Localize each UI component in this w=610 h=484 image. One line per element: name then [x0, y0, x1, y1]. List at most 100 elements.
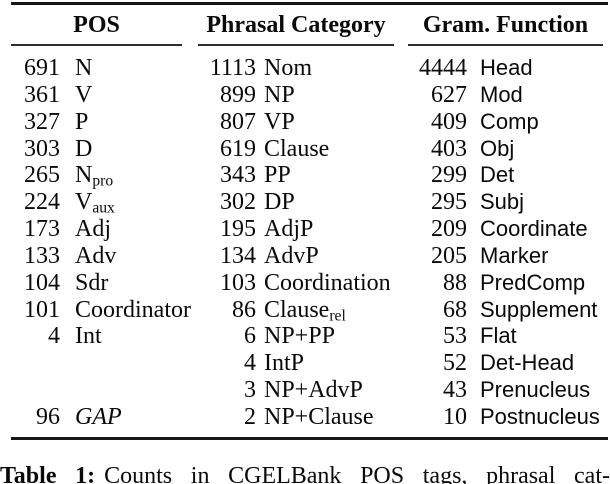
tag-label-cell: Coordinator: [75, 296, 191, 323]
count-cell: 209: [431, 216, 467, 243]
tag-label-cell: Head: [480, 55, 533, 80]
count-cell: 43: [443, 377, 467, 404]
count-cell: 133: [24, 242, 60, 269]
table-caption: Table 1: Counts in CGELBank POS tags, phr…: [0, 462, 610, 484]
tag-label-cell: P: [75, 108, 89, 135]
tag-label-cell: Marker: [480, 242, 549, 268]
table-row: 68 Supplement: [408, 297, 600, 324]
table-row: 224 Vaux: [11, 189, 191, 216]
tag-label-cell: Coordination: [264, 269, 391, 296]
table-row: 205 Marker: [408, 243, 600, 270]
table-row: 2 NP+Clause: [198, 404, 391, 431]
count-cell: 103: [220, 269, 256, 296]
count-cell: 265: [24, 162, 60, 189]
tag-label-cell: NP+Clause: [264, 403, 374, 430]
count-cell: 807: [220, 108, 256, 135]
count-cell: 3: [244, 377, 256, 404]
tag-label-cell: V: [75, 81, 93, 108]
count-cell: 104: [24, 269, 60, 296]
count-cell: 205: [431, 242, 467, 269]
tag-label-cell: N: [75, 55, 93, 81]
table-row: [11, 377, 191, 404]
header-underline-pos: [11, 44, 182, 46]
subscript-text: pro: [92, 172, 114, 190]
column-header-gram-function: Gram. Function: [422, 12, 589, 38]
tag-label-cell: Vaux: [75, 189, 115, 217]
table-row: 409 Comp: [408, 109, 600, 136]
table-row: 101 Coordinator: [11, 297, 191, 324]
table-row: 43 Prenucleus: [408, 377, 600, 404]
tag-label-cell: Clause: [264, 135, 330, 162]
tag-label-cell: PP: [264, 162, 291, 189]
subscript-text: aux: [92, 199, 115, 217]
table-row: 88 PredComp: [408, 270, 600, 297]
tag-label-cell: Int: [75, 323, 102, 350]
tag-label-cell: Mod: [480, 81, 523, 107]
count-cell: 2: [244, 403, 256, 430]
table-row: 52 Det-Head: [408, 350, 600, 377]
tag-label-cell: Supplement: [480, 296, 598, 322]
table-row: 343 PP: [198, 162, 391, 189]
tag-label-cell: Comp: [480, 108, 539, 134]
table-row: 627 Mod: [408, 82, 600, 109]
table-row: 6 NP+PP: [198, 323, 391, 350]
tag-label-cell: Npro: [75, 162, 114, 190]
tag-label-cell: NP+AdvP: [264, 377, 363, 404]
count-cell: 899: [220, 81, 256, 108]
count-cell: 96: [36, 403, 60, 430]
tag-label-cell: Prenucleus: [480, 377, 591, 403]
tag-label-cell: Obj: [480, 135, 515, 161]
count-cell: 299: [431, 162, 467, 189]
table-row: 361 V: [11, 82, 191, 109]
table-top-rule: [11, 2, 608, 5]
caption-label: Table 1:: [0, 463, 96, 484]
tag-label-cell: Postnucleus: [480, 403, 600, 429]
table-bottom-rule: [11, 437, 608, 440]
tag-label-cell: DP: [264, 189, 295, 216]
table-row: 4 Int: [11, 323, 191, 350]
table-row: 899 NP: [198, 82, 391, 109]
count-cell: 361: [24, 81, 60, 108]
table-column-gram-function: 4444 Head 627 Mod 409 Comp 403 Obj 299 D…: [408, 55, 600, 431]
header-underline-gram-function: [408, 44, 603, 46]
count-cell: 6: [244, 323, 256, 350]
count-cell: 195: [220, 216, 256, 243]
count-cell: [11, 350, 60, 377]
count-cell: [11, 377, 60, 404]
table-row: 103 Coordination: [198, 270, 391, 297]
count-cell: 295: [431, 189, 467, 216]
table-row: 807 VP: [198, 109, 391, 136]
count-cell: 4444: [419, 55, 467, 81]
tag-label-cell: IntP: [264, 350, 305, 377]
count-cell: 52: [443, 350, 467, 377]
table-row: 295 Subj: [408, 189, 600, 216]
count-cell: 4: [244, 350, 256, 377]
table-row: 302 DP: [198, 189, 391, 216]
count-cell: 86: [232, 296, 256, 323]
tag-label-cell: GAP: [75, 403, 122, 430]
table-row: 299 Det: [408, 162, 600, 189]
count-cell: 302: [220, 189, 256, 216]
tag-label-cell: Subj: [480, 189, 525, 215]
table-row: 209 Coordinate: [408, 216, 600, 243]
count-cell: 68: [443, 296, 467, 323]
caption-text: Counts in CGELBank POS tags, phrasal cat…: [104, 463, 610, 484]
table-row: 195 AdjP: [198, 216, 391, 243]
tag-label-cell: Flat: [480, 323, 517, 349]
count-cell: 691: [24, 55, 60, 81]
table-row: 104 Sdr: [11, 270, 191, 297]
count-cell: 327: [24, 108, 60, 135]
subscript-text: rel: [329, 307, 346, 325]
tag-label-cell: AdvP: [264, 242, 319, 269]
count-cell: 224: [24, 189, 60, 216]
table-row: 4 IntP: [198, 350, 391, 377]
count-cell: 409: [431, 108, 467, 135]
column-header-phrasal-category: Phrasal Category: [206, 12, 386, 38]
tag-label-cell: PredComp: [480, 269, 586, 295]
count-cell: 1113: [209, 55, 256, 81]
tag-label-cell: Adj: [75, 216, 111, 243]
count-cell: 88: [443, 269, 467, 296]
table-row: 619 Clause: [198, 136, 391, 163]
tag-label-cell: NP: [264, 81, 295, 108]
